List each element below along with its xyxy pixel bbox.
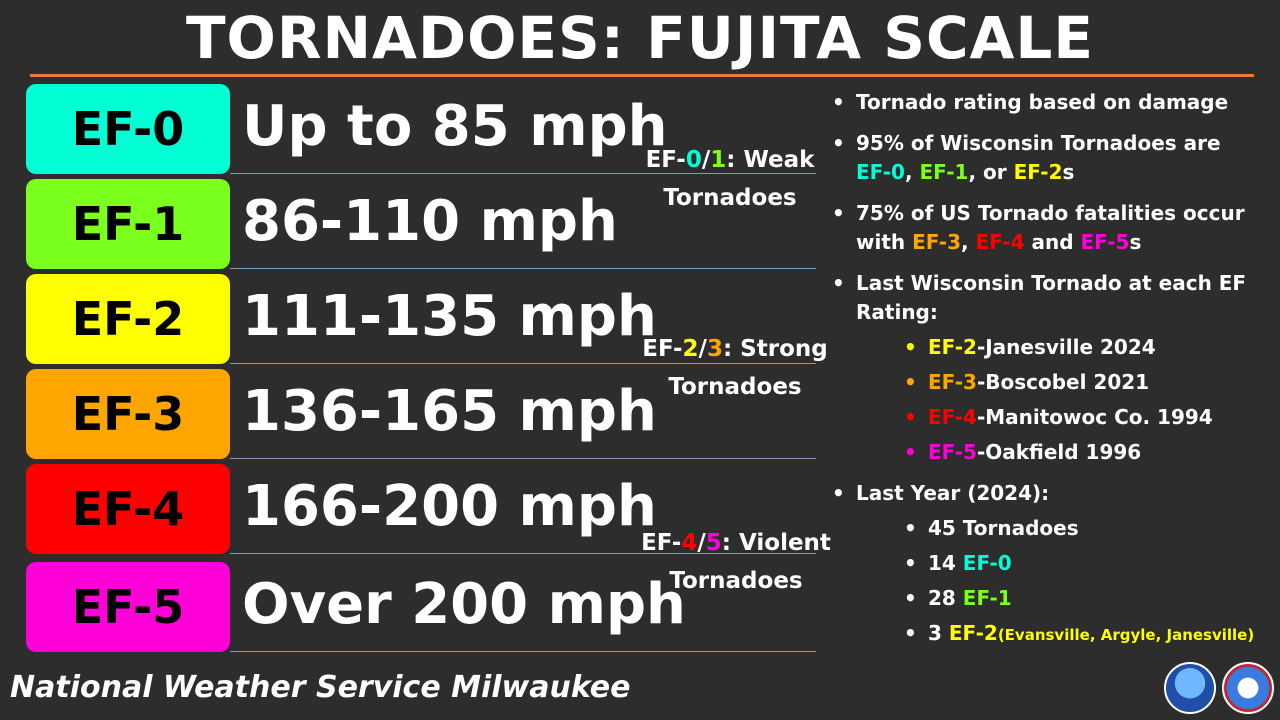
group-strong-line2: Tornadoes: [635, 368, 835, 406]
wind-speed: 111-135 mph: [242, 284, 657, 349]
wind-speed: 136-165 mph: [242, 379, 657, 444]
last-ef4: • EF-4-Manitowoc Co. 1994: [856, 403, 1272, 432]
group-strong: EF-2/3: Strong Tornadoes: [635, 330, 835, 406]
year-total: • 45 Tornadoes: [856, 514, 1272, 543]
wind-speed: 86-110 mph: [242, 189, 618, 254]
row-divider: [230, 458, 816, 459]
rating-badge: EF-5: [26, 562, 230, 652]
year-ef2: • 3 EF-2(Evansville, Argyle, Janesville): [856, 619, 1272, 650]
row-divider: [230, 268, 816, 269]
fact-rating-basis: Tornado rating based on damage: [832, 88, 1272, 117]
group-violent-line1: EF-4/5: Violent: [636, 524, 836, 562]
group-violent: EF-4/5: Violent Tornadoes: [636, 524, 836, 600]
fact-last-year: Last Year (2024): •45 Tornadoes •14 EF-0…: [832, 479, 1272, 650]
year-ef0: • 14 EF-0: [856, 549, 1272, 578]
group-weak: EF-0/1: Weak Tornadoes: [630, 141, 830, 217]
facts-list: Tornado rating based on damage 95% of Wi…: [832, 88, 1272, 662]
group-violent-line2: Tornadoes: [636, 562, 836, 600]
last-ef5: • EF-5-Oakfield 1996: [856, 438, 1272, 467]
fact-last-tornado: Last Wisconsin Tornado at each EF Rating…: [832, 269, 1272, 467]
nws-logo-icon: [1222, 662, 1274, 714]
rating-badge: EF-0: [26, 84, 230, 174]
group-strong-line1: EF-2/3: Strong: [635, 330, 835, 368]
rating-badge: EF-1: [26, 179, 230, 269]
wind-speed: 166-200 mph: [242, 474, 657, 539]
wind-speed: Over 200 mph: [242, 572, 686, 637]
noaa-logo-icon: [1164, 662, 1216, 714]
group-weak-line2: Tornadoes: [630, 179, 830, 217]
title-divider: [30, 74, 1254, 77]
wind-speed: Up to 85 mph: [242, 94, 668, 159]
group-weak-line1: EF-0/1: Weak: [630, 141, 830, 179]
fact-wisconsin-share: 95% of Wisconsin Tornadoes are EF-0, EF-…: [832, 129, 1272, 187]
rating-badge: EF-4: [26, 464, 230, 554]
last-ef2: • EF-2-Janesville 2024: [856, 333, 1272, 362]
page-title: TORNADOES: FUJITA SCALE: [0, 4, 1280, 72]
fact-us-fatalities: 75% of US Tornado fatalities occur with …: [832, 199, 1272, 257]
row-divider: [230, 651, 816, 652]
footer-credit: National Weather Service Milwaukee: [10, 670, 630, 705]
rating-badge: EF-2: [26, 274, 230, 364]
rating-badge: EF-3: [26, 369, 230, 459]
year-ef1: • 28 EF-1: [856, 584, 1272, 613]
last-ef3: • EF-3-Boscobel 2021: [856, 368, 1272, 397]
